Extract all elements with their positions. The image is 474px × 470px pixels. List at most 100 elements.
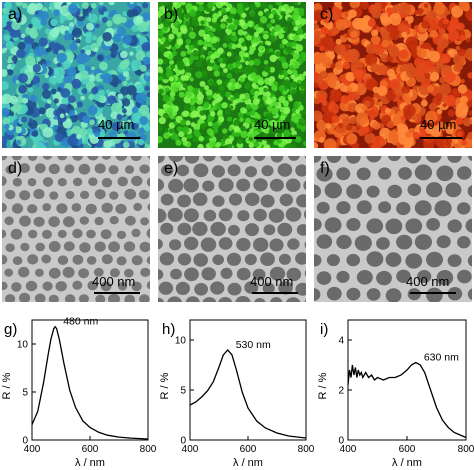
sphere-particle xyxy=(62,60,71,69)
sem-pore xyxy=(426,287,443,302)
sphere-particle xyxy=(459,96,468,105)
sphere-particle xyxy=(57,87,62,92)
x-tick-label: 400 xyxy=(182,444,199,455)
sphere-particle xyxy=(81,88,88,94)
sphere-particle xyxy=(217,84,225,92)
sem-pore xyxy=(41,254,52,264)
sem-pore xyxy=(19,292,31,302)
sphere-particle xyxy=(168,128,174,134)
sem-pore xyxy=(426,218,440,231)
sem-pore xyxy=(235,296,251,302)
sem-pore xyxy=(28,229,38,239)
sphere-particle xyxy=(120,120,127,127)
sem-pore xyxy=(63,216,75,228)
sphere-particle xyxy=(297,58,304,65)
sphere-particle xyxy=(346,133,358,145)
sphere-particle xyxy=(249,3,257,11)
sem-pore xyxy=(346,287,361,301)
sphere-particle xyxy=(65,66,77,77)
sphere-particle xyxy=(314,30,321,37)
sphere-particle xyxy=(187,85,194,92)
sem-pore xyxy=(185,296,200,302)
sphere-particle xyxy=(222,128,228,134)
sphere-particle xyxy=(85,36,92,44)
sphere-particle xyxy=(227,63,234,70)
sphere-particle xyxy=(263,47,271,55)
sphere-particle xyxy=(175,116,181,122)
sphere-particle xyxy=(126,131,137,142)
x-tick-label: 400 xyxy=(24,444,41,455)
sphere-particle xyxy=(192,19,200,27)
sem-pore xyxy=(139,241,150,253)
sphere-particle xyxy=(292,34,300,42)
sem-pore xyxy=(304,209,306,220)
sphere-particle xyxy=(249,109,256,116)
sphere-particle xyxy=(97,54,104,62)
sphere-particle xyxy=(261,139,267,145)
sem-pore xyxy=(194,283,208,296)
sem-pore xyxy=(261,165,274,177)
sphere-particle xyxy=(262,95,268,101)
sphere-particle xyxy=(445,126,454,135)
sem-pore xyxy=(131,255,143,266)
sphere-particle xyxy=(240,67,246,73)
sem-pore xyxy=(5,189,16,200)
sem-pore xyxy=(80,190,90,200)
sphere-particle xyxy=(380,53,390,63)
sphere-particle xyxy=(36,57,41,62)
sem-pore xyxy=(72,156,84,161)
spectrum-chart-g: 400 600 800 0 5 10 λ / nm R / % g) 480 nm xyxy=(0,312,157,470)
sphere-particle xyxy=(173,20,181,28)
sem-pore xyxy=(27,254,39,265)
sphere-particle xyxy=(142,2,149,9)
sem-pore xyxy=(304,269,306,277)
sphere-particle xyxy=(468,139,472,147)
sphere-particle xyxy=(269,66,276,73)
sphere-particle xyxy=(233,19,240,26)
sem-pore xyxy=(278,281,293,295)
sphere-particle xyxy=(218,116,225,123)
sphere-particle xyxy=(462,117,472,127)
sem-pore xyxy=(324,182,342,199)
sem-pore xyxy=(269,178,284,192)
sphere-particle xyxy=(38,107,46,115)
sphere-particle xyxy=(168,33,175,40)
sem-pore xyxy=(93,267,104,277)
sphere-particle xyxy=(52,124,58,130)
sphere-particle xyxy=(289,5,295,12)
sphere-particle xyxy=(203,136,209,142)
sem-pore xyxy=(160,222,174,235)
sphere-particle xyxy=(106,89,111,94)
sphere-particle xyxy=(24,35,35,46)
sphere-particle xyxy=(386,55,394,62)
sem-pore xyxy=(72,228,83,239)
sphere-particle xyxy=(2,107,10,117)
sphere-particle xyxy=(255,2,261,8)
sphere-particle xyxy=(365,53,378,66)
sem-pore xyxy=(396,234,413,250)
sem-pore xyxy=(11,156,22,161)
sphere-particle xyxy=(240,107,247,114)
sphere-particle xyxy=(257,78,265,86)
sphere-particle xyxy=(232,99,238,105)
sphere-particle xyxy=(225,91,232,98)
sphere-particle xyxy=(256,126,263,134)
sem-pore xyxy=(346,156,361,164)
sphere-particle xyxy=(28,2,38,12)
sphere-particle xyxy=(158,117,166,125)
sphere-particle xyxy=(146,51,150,59)
sem-pore xyxy=(94,163,106,174)
micrograph-b-image xyxy=(158,2,306,148)
y-tick-label: 5 xyxy=(180,386,186,397)
sem-pore xyxy=(366,185,380,198)
sem-pore xyxy=(158,208,167,223)
panel-label-c: c) xyxy=(320,6,334,23)
sphere-particle xyxy=(229,7,237,15)
sem-pore xyxy=(324,217,342,233)
sphere-particle xyxy=(56,62,62,68)
sem-pore xyxy=(85,203,97,215)
sphere-particle xyxy=(165,13,171,18)
sphere-particle xyxy=(122,80,128,86)
sphere-particle xyxy=(290,121,296,127)
sem-pore xyxy=(405,156,422,164)
